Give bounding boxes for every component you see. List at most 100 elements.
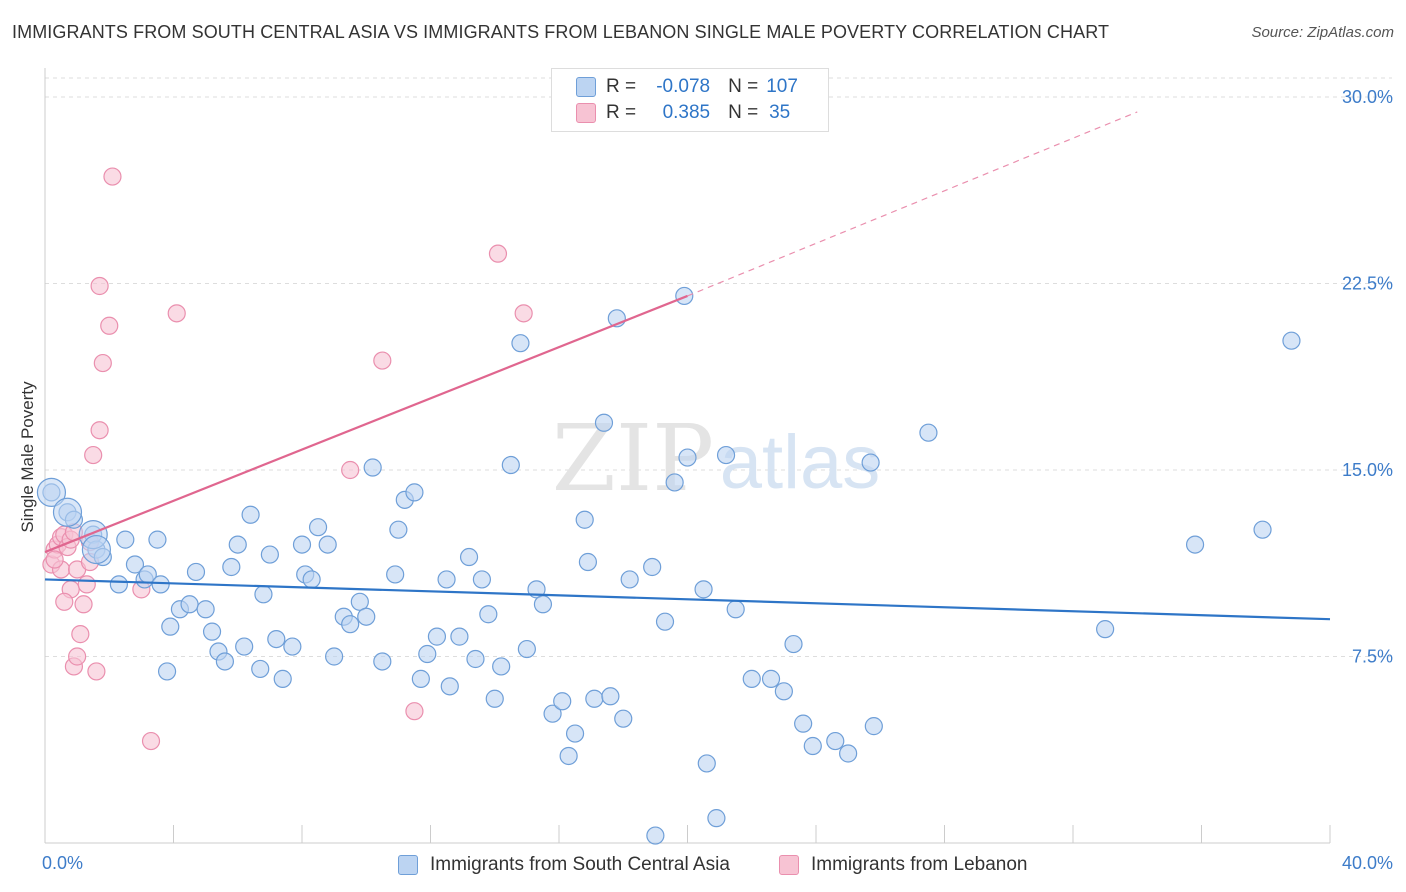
legend-n-label: N = — [728, 102, 759, 123]
data-point-large — [81, 534, 112, 565]
trend-lines — [44, 111, 1331, 621]
data-point — [405, 702, 424, 721]
data-point — [325, 647, 344, 666]
data-point — [157, 662, 177, 681]
data-point — [103, 167, 122, 186]
data-point — [418, 644, 437, 664]
data-point — [302, 570, 321, 589]
series-legend: Immigrants from South Central Asia Immig… — [0, 852, 1406, 878]
data-point-large — [36, 477, 67, 507]
data-point — [87, 662, 106, 681]
data-point — [585, 689, 604, 708]
legend-r-label: R = — [606, 76, 637, 97]
data-point — [109, 575, 128, 594]
data-point — [235, 637, 254, 656]
data-point — [761, 669, 781, 688]
data-point — [357, 607, 376, 626]
data-point — [84, 445, 103, 465]
legend-r-label: R = — [606, 102, 637, 123]
legend-swatch-pink — [779, 855, 799, 875]
chart-title: IMMIGRANTS FROM SOUTH CENTRAL ASIA VS IM… — [12, 22, 1110, 42]
legend-item-south-central-asia[interactable]: Immigrants from South Central Asia — [398, 852, 730, 878]
data-point — [411, 669, 430, 688]
data-point — [559, 746, 578, 766]
data-point — [864, 717, 883, 736]
data-point — [74, 595, 93, 614]
data-point — [488, 244, 508, 263]
data-point — [517, 639, 536, 659]
legend-n-label: N = — [728, 76, 759, 97]
data-point — [614, 709, 633, 728]
data-point — [241, 505, 260, 524]
data-point — [620, 570, 639, 589]
y-tick-label: 15.0% — [1342, 460, 1393, 480]
legend-item-label: Immigrants from South Central Asia — [430, 854, 730, 875]
data-point — [427, 627, 447, 646]
data-point — [196, 600, 215, 619]
legend-n-value: 107 — [766, 76, 798, 97]
legend-item-lebanon[interactable]: Immigrants from Lebanon — [779, 852, 1028, 878]
data-point — [578, 552, 598, 572]
data-point — [68, 647, 87, 666]
data-point — [459, 547, 479, 567]
data-point — [202, 622, 222, 641]
data-point — [594, 413, 614, 432]
y-tick-label: 7.5% — [1352, 647, 1393, 667]
data-point — [694, 580, 713, 599]
data-point — [826, 731, 845, 751]
legend-row-lebanon: R = 0.385 N = 35 — [576, 101, 790, 125]
data-point — [167, 304, 186, 323]
data-point — [318, 535, 337, 554]
x-tick-label: 0.0% — [42, 853, 83, 873]
data-point — [90, 276, 109, 296]
data-point — [267, 629, 286, 649]
legend-swatch-blue — [576, 77, 596, 97]
data-point — [511, 334, 530, 353]
data-point — [533, 595, 553, 614]
legend-swatch-pink — [576, 103, 596, 123]
data-point — [386, 565, 405, 584]
data-point — [141, 731, 161, 751]
data-point — [485, 689, 504, 708]
data-point — [77, 575, 96, 594]
data-point — [100, 316, 119, 335]
data-point — [675, 286, 694, 306]
data-point — [148, 530, 167, 549]
data-point — [341, 615, 360, 634]
legend-r-value: 0.385 — [662, 102, 711, 123]
data-point — [839, 744, 858, 763]
y-tick-label: 22.5% — [1342, 274, 1393, 294]
series-south-central-asia — [36, 286, 1301, 845]
source-label: Source: ZipAtlas.com — [1251, 24, 1394, 41]
legend-item-label: Immigrants from Lebanon — [811, 854, 1028, 875]
data-point — [716, 445, 736, 465]
data-point — [861, 453, 880, 472]
data-point — [405, 483, 424, 502]
data-point — [308, 518, 328, 537]
legend-row-south-central-asia: R = -0.078 N = 107 — [576, 75, 804, 99]
data-point — [643, 557, 662, 577]
data-point — [180, 595, 199, 614]
data-point — [794, 714, 813, 733]
legend-swatch-blue — [398, 855, 418, 875]
data-point — [260, 545, 279, 564]
data-point — [251, 659, 270, 679]
data-point — [1096, 620, 1115, 639]
data-point — [363, 458, 382, 477]
legend-r-value: -0.078 — [656, 76, 711, 97]
data-point — [543, 704, 562, 723]
data-point — [341, 460, 360, 480]
data-point-large — [52, 497, 83, 527]
data-point — [472, 570, 491, 589]
trend-line-south-central-asia — [44, 578, 1331, 621]
data-point — [45, 550, 64, 569]
watermark: ZIP atlas — [552, 405, 880, 512]
data-point — [93, 353, 112, 373]
data-point — [919, 423, 938, 442]
data-point — [655, 612, 675, 631]
data-point — [125, 555, 145, 574]
data-point — [254, 585, 273, 604]
data-point — [1185, 535, 1205, 554]
data-point — [71, 625, 90, 644]
